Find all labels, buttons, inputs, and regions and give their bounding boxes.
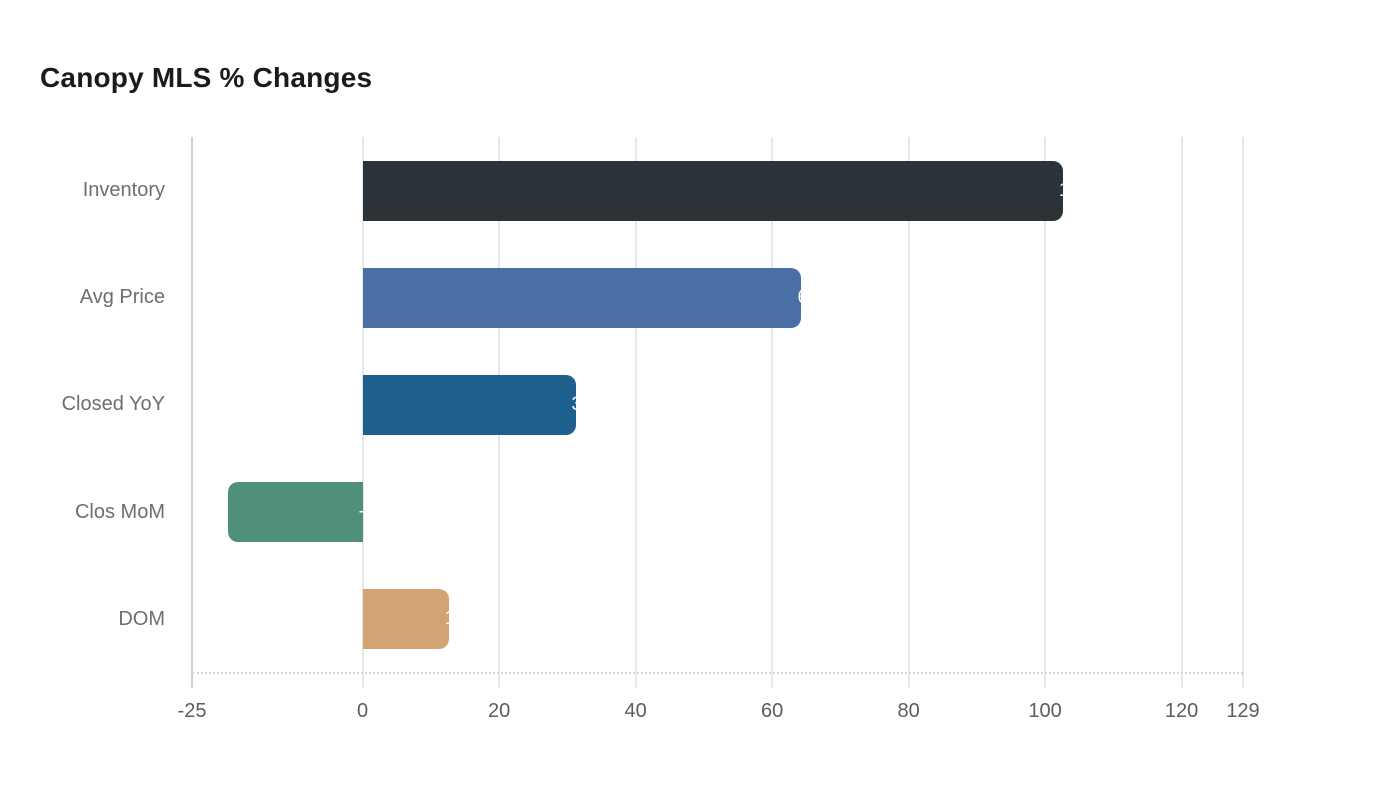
bar-clos-mom[interactable] — [228, 482, 363, 543]
bar-dom[interactable] — [362, 589, 449, 650]
bar-avg-price[interactable] — [362, 267, 802, 328]
x-tick-label--25: -25 — [177, 700, 207, 722]
x-tick-label-0: 0 — [357, 700, 369, 722]
bar-value-label-closed-yoy: 31.2 — [571, 394, 609, 415]
category-label-inventory: Inventory — [82, 179, 165, 201]
gridline-x-60 — [771, 137, 774, 688]
bar-value-label-inventory: 102.6 — [1058, 179, 1107, 201]
x-tick-label-40: 40 — [624, 700, 647, 722]
category-label-clos-mom: Clos MoM — [74, 500, 165, 523]
x-tick-label-100: 100 — [1028, 700, 1062, 722]
chart-title: Canopy MLS % Changes — [40, 62, 373, 93]
category-label-avg-price: Avg Price — [79, 286, 165, 309]
bar-inventory[interactable] — [362, 160, 1063, 221]
gridline-x-129 — [1242, 137, 1244, 688]
gridline-x-40 — [634, 137, 637, 688]
bar-value-label-avg-price: 64.3 — [797, 286, 835, 308]
gridline-x-80 — [907, 137, 910, 688]
gridline-x--25 — [191, 137, 193, 688]
gridline-x-120 — [1180, 137, 1183, 688]
category-label-dom: DOM — [118, 607, 165, 630]
x-tick-label-60: 60 — [760, 700, 784, 722]
plot-area: -25 0 20 40 60 80 100 120 129 Inventory 102.6 Avg P… — [62, 137, 1260, 722]
x-tick-label-129: 129 — [1226, 700, 1260, 722]
gridline-x-100 — [1044, 137, 1047, 688]
x-tick-label-80: 80 — [897, 700, 920, 722]
x-tick-label-20: 20 — [487, 700, 511, 722]
bar-value-label-dom: 12.6 — [444, 608, 482, 630]
x-axis-baseline — [192, 672, 1243, 674]
category-label-closed-yoy: Closed YoY — [61, 393, 165, 416]
bar-value-label-clos-mom: -19.7 — [358, 501, 402, 523]
x-tick-label-120: 120 — [1164, 700, 1199, 722]
bar-closed-yoy[interactable] — [362, 375, 576, 435]
